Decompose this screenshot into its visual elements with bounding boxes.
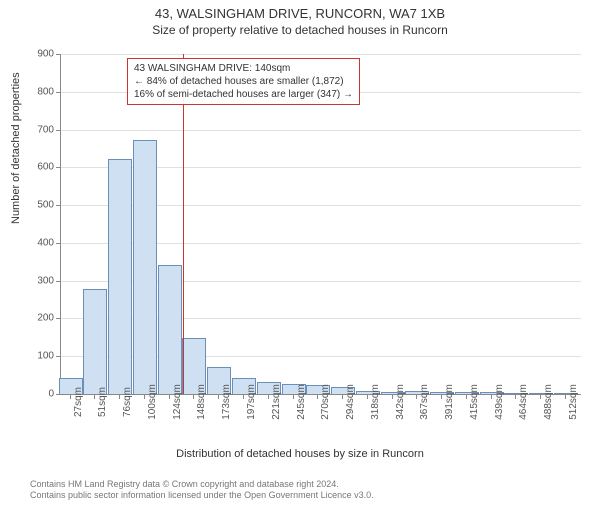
- property-marker-line: [183, 54, 184, 394]
- annotation-line1: 43 WALSINGHAM DRIVE: 140sqm: [134, 62, 353, 75]
- xtick-mark: [218, 394, 219, 399]
- xtick-mark: [466, 394, 467, 399]
- xtick-label: 100sqm: [147, 384, 158, 420]
- xtick-label: 51sqm: [97, 387, 108, 417]
- xtick-mark: [193, 394, 194, 399]
- histogram-bar: [133, 140, 157, 394]
- xtick-mark: [317, 394, 318, 399]
- xtick-mark: [243, 394, 244, 399]
- ytick-mark: [56, 394, 61, 395]
- footer-line1: Contains HM Land Registry data © Crown c…: [30, 479, 600, 491]
- annotation-box: 43 WALSINGHAM DRIVE: 140sqm← 84% of deta…: [127, 58, 360, 105]
- ytick-label: 800: [14, 86, 54, 97]
- ytick-label: 700: [14, 124, 54, 135]
- xtick-mark: [342, 394, 343, 399]
- chart-container: 43, WALSINGHAM DRIVE, RUNCORN, WA7 1XB S…: [0, 6, 600, 506]
- xtick-label: 488sqm: [543, 384, 554, 420]
- xtick-label: 173sqm: [221, 384, 232, 420]
- xtick-mark: [441, 394, 442, 399]
- xtick-label: 439sqm: [494, 384, 505, 420]
- ytick-mark: [56, 92, 61, 93]
- footer-attribution: Contains HM Land Registry data © Crown c…: [0, 479, 600, 502]
- xtick-label: 391sqm: [444, 384, 455, 420]
- chart-subtitle: Size of property relative to detached ho…: [0, 23, 600, 37]
- xtick-mark: [94, 394, 95, 399]
- ytick-label: 0: [14, 389, 54, 400]
- ytick-label: 200: [14, 313, 54, 324]
- histogram-bar: [108, 159, 132, 394]
- ytick-mark: [56, 205, 61, 206]
- chart-title-address: 43, WALSINGHAM DRIVE, RUNCORN, WA7 1XB: [0, 6, 600, 21]
- xtick-label: 148sqm: [196, 384, 207, 420]
- xtick-label: 415sqm: [469, 384, 480, 420]
- ytick-label: 400: [14, 237, 54, 248]
- xtick-mark: [293, 394, 294, 399]
- xtick-label: 197sqm: [246, 384, 257, 420]
- ytick-mark: [56, 281, 61, 282]
- xtick-label: 367sqm: [419, 384, 430, 420]
- xtick-mark: [70, 394, 71, 399]
- ytick-mark: [56, 130, 61, 131]
- xtick-label: 270sqm: [320, 384, 331, 420]
- ytick-mark: [56, 356, 61, 357]
- grid-line: [61, 130, 581, 131]
- grid-line: [61, 54, 581, 55]
- xtick-label: 318sqm: [370, 384, 381, 420]
- xtick-label: 124sqm: [172, 384, 183, 420]
- annotation-line2: ← 84% of detached houses are smaller (1,…: [134, 75, 353, 88]
- ytick-label: 500: [14, 200, 54, 211]
- xtick-mark: [392, 394, 393, 399]
- xtick-mark: [540, 394, 541, 399]
- x-axis-label: Distribution of detached houses by size …: [0, 448, 600, 460]
- xtick-mark: [268, 394, 269, 399]
- ytick-mark: [56, 318, 61, 319]
- histogram-bar: [83, 289, 107, 394]
- xtick-label: 221sqm: [271, 384, 282, 420]
- xtick-label: 245sqm: [296, 384, 307, 420]
- ytick-label: 100: [14, 351, 54, 362]
- plot-area: 27sqm51sqm76sqm100sqm124sqm148sqm173sqm1…: [60, 54, 580, 394]
- xtick-mark: [367, 394, 368, 399]
- xtick-label: 512sqm: [568, 384, 579, 420]
- xtick-mark: [491, 394, 492, 399]
- xtick-mark: [416, 394, 417, 399]
- xtick-label: 464sqm: [518, 384, 529, 420]
- xtick-mark: [515, 394, 516, 399]
- xtick-label: 76sqm: [122, 387, 133, 417]
- xtick-label: 27sqm: [73, 387, 84, 417]
- xtick-mark: [169, 394, 170, 399]
- footer-line2: Contains public sector information licen…: [30, 490, 600, 502]
- ytick-mark: [56, 54, 61, 55]
- ytick-label: 300: [14, 275, 54, 286]
- ytick-label: 600: [14, 162, 54, 173]
- histogram-bar: [158, 265, 182, 394]
- xtick-label: 294sqm: [345, 384, 356, 420]
- ytick-mark: [56, 167, 61, 168]
- annotation-line3: 16% of semi-detached houses are larger (…: [134, 88, 353, 101]
- xtick-label: 342sqm: [395, 384, 406, 420]
- ytick-label: 900: [14, 49, 54, 60]
- xtick-mark: [119, 394, 120, 399]
- plot-frame: 27sqm51sqm76sqm100sqm124sqm148sqm173sqm1…: [60, 54, 581, 395]
- ytick-mark: [56, 243, 61, 244]
- xtick-mark: [144, 394, 145, 399]
- xtick-mark: [565, 394, 566, 399]
